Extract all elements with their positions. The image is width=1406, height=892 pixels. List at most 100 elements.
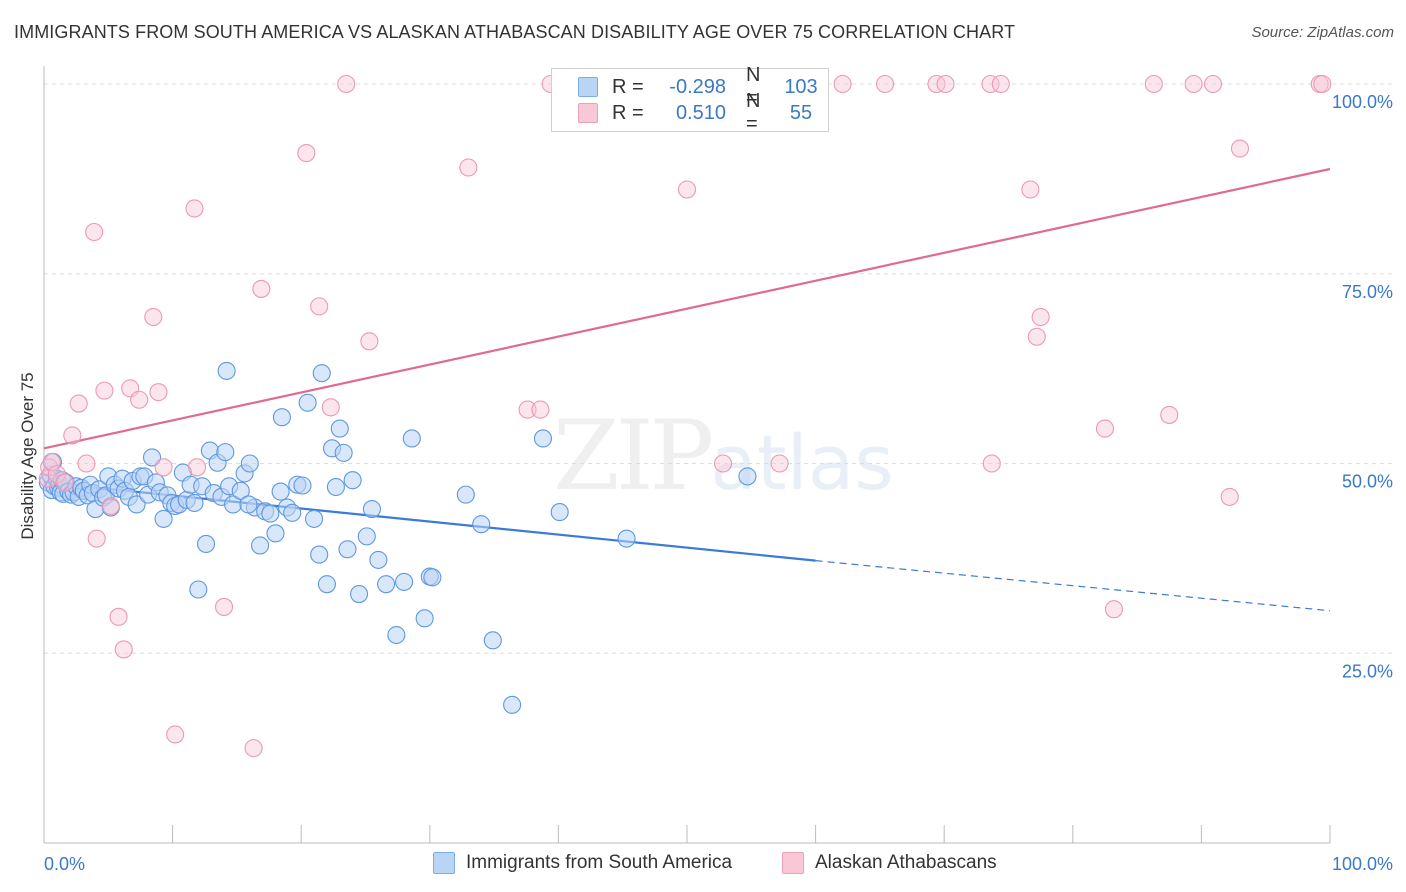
y-tick-label: 50.0%: [1342, 472, 1393, 492]
legend-item-athabascans[interactable]: Alaskan Athabascans: [782, 852, 997, 874]
point-athabascans: [1203, 74, 1223, 94]
legend-r-label: R =: [612, 101, 644, 124]
legend-r-value-series1: -0.298: [669, 75, 726, 98]
point-immigrants: [362, 499, 381, 519]
y-tick-label: 75.0%: [1342, 282, 1393, 302]
point-athabascans: [244, 739, 263, 758]
point-athabascans: [833, 74, 852, 94]
point-immigrants: [240, 454, 259, 473]
point-immigrants: [415, 609, 434, 628]
point-athabascans: [87, 529, 106, 548]
legend-r-value-series2: 0.510: [675, 101, 726, 124]
point-immigrants: [312, 364, 331, 383]
point-athabascans: [531, 400, 550, 419]
point-athabascans: [85, 222, 104, 242]
point-immigrants: [334, 443, 353, 462]
point-immigrants: [617, 529, 636, 548]
watermark: ZIPatlas: [553, 400, 894, 512]
point-athabascans: [1095, 419, 1114, 438]
series-legend: Immigrants from South America Alaskan At…: [0, 852, 1406, 876]
point-athabascans: [69, 394, 88, 413]
trend-line-immigrants-extrapolated: [815, 560, 1331, 612]
point-athabascans: [713, 454, 733, 473]
point-immigrants: [293, 476, 312, 495]
trend-lines: [43, 167, 1331, 612]
y-tick-label: 100.0%: [1332, 92, 1393, 112]
x-tick-label-min: 0.0%: [44, 854, 85, 874]
point-athabascans: [1313, 74, 1332, 94]
point-athabascans: [114, 640, 133, 659]
point-immigrants: [239, 495, 258, 514]
point-immigrants: [216, 443, 235, 462]
point-immigrants: [533, 429, 553, 448]
data-points: [38, 74, 1332, 758]
legend-row-series1: R = -0.298 N = 103: [578, 64, 826, 109]
legend-row-series2: R = 0.510 N = 55: [578, 90, 826, 135]
point-athabascans: [770, 454, 789, 473]
source-label: Source: ZipAtlas.com: [1251, 24, 1394, 41]
tick-labels: 25.0% 50.0% 75.0% 100.0% 0.0% 100.0%: [44, 92, 1393, 874]
point-athabascans: [42, 452, 61, 472]
point-athabascans: [459, 158, 478, 177]
point-immigrants: [196, 534, 216, 554]
point-athabascans: [1027, 327, 1046, 346]
point-immigrants: [338, 540, 357, 559]
point-athabascans: [1031, 307, 1050, 327]
point-athabascans: [1230, 139, 1250, 158]
point-athabascans: [55, 473, 74, 492]
point-athabascans: [95, 381, 114, 400]
point-athabascans: [187, 458, 207, 477]
trend-line-athabascans: [43, 167, 1331, 450]
legend-n-label: N =: [746, 90, 761, 135]
point-immigrants: [483, 631, 502, 650]
point-athabascans: [677, 180, 697, 199]
point-immigrants: [127, 495, 146, 514]
point-immigrants: [357, 527, 376, 546]
legend-swatch-pink: [782, 852, 804, 874]
point-immigrants: [250, 536, 270, 555]
legend-r-label: R =: [612, 75, 644, 98]
point-immigrants: [377, 575, 396, 594]
point-immigrants: [343, 471, 362, 490]
point-immigrants: [423, 568, 442, 587]
point-immigrants: [231, 481, 250, 500]
point-immigrants: [550, 503, 569, 522]
point-immigrants: [154, 509, 173, 528]
point-immigrants: [185, 493, 204, 513]
point-athabascans: [166, 725, 185, 744]
point-athabascans: [982, 454, 1001, 473]
point-immigrants: [503, 695, 522, 714]
point-athabascans: [109, 607, 128, 626]
point-athabascans: [310, 297, 329, 316]
point-athabascans: [77, 454, 96, 473]
axes: [43, 66, 1331, 844]
legend-swatch-blue: [578, 77, 598, 97]
point-athabascans: [154, 458, 173, 477]
legend-n-value-series1: 103: [784, 75, 818, 98]
legend-label-immigrants: Immigrants from South America: [466, 852, 733, 873]
point-immigrants: [261, 504, 280, 523]
point-athabascans: [214, 597, 234, 617]
point-athabascans: [936, 74, 955, 94]
point-immigrants: [326, 477, 345, 497]
point-athabascans: [101, 496, 120, 516]
x-tick-label-max: 100.0%: [1332, 854, 1393, 874]
legend-n-label: N =: [746, 64, 761, 109]
point-immigrants: [387, 625, 406, 645]
point-athabascans: [991, 74, 1010, 94]
point-athabascans: [1104, 600, 1124, 619]
point-athabascans: [337, 74, 356, 94]
y-tick-label: 25.0%: [1342, 661, 1393, 681]
point-immigrants: [271, 482, 290, 501]
chart-title: IMMIGRANTS FROM SOUTH AMERICA VS ALASKAN…: [14, 22, 1016, 42]
legend-item-immigrants[interactable]: Immigrants from South America: [433, 852, 732, 874]
point-athabascans: [185, 199, 204, 218]
watermark-zip: ZIP: [553, 400, 714, 512]
point-athabascans: [130, 390, 149, 409]
point-immigrants: [266, 524, 285, 543]
point-athabascans: [1144, 74, 1163, 94]
legend-n-value-series2: 55: [789, 101, 813, 124]
correlation-legend: R = -0.298 N = 103 R = 0.510 N = 55: [551, 64, 829, 135]
point-athabascans: [981, 74, 1000, 94]
